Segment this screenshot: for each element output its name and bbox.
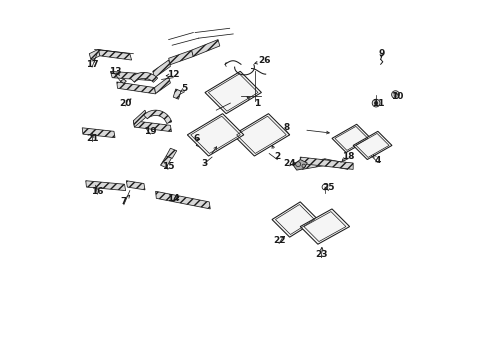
Polygon shape	[233, 114, 289, 156]
Text: 17: 17	[85, 60, 98, 69]
Polygon shape	[187, 114, 244, 156]
Polygon shape	[155, 191, 210, 209]
Polygon shape	[324, 159, 347, 170]
Text: 19: 19	[143, 127, 156, 136]
Polygon shape	[300, 209, 349, 244]
Text: 6: 6	[193, 134, 199, 143]
Polygon shape	[204, 71, 261, 114]
Text: 1: 1	[253, 99, 260, 108]
Polygon shape	[154, 77, 170, 94]
Polygon shape	[133, 110, 146, 127]
Text: 24: 24	[283, 158, 295, 167]
Polygon shape	[293, 159, 306, 170]
Polygon shape	[98, 49, 131, 60]
Polygon shape	[166, 148, 176, 158]
Text: 13: 13	[108, 67, 121, 76]
Polygon shape	[331, 124, 370, 153]
Polygon shape	[133, 121, 171, 132]
Polygon shape	[126, 181, 145, 190]
Text: 22: 22	[272, 236, 285, 245]
Polygon shape	[110, 71, 151, 81]
Text: 7: 7	[121, 197, 127, 206]
Polygon shape	[82, 128, 115, 138]
Polygon shape	[117, 82, 155, 94]
Text: 3: 3	[202, 158, 208, 167]
Polygon shape	[143, 110, 171, 123]
Polygon shape	[191, 40, 219, 57]
Text: 20: 20	[119, 99, 132, 108]
Text: 21: 21	[86, 134, 98, 143]
Polygon shape	[89, 49, 100, 60]
Text: 12: 12	[166, 70, 179, 79]
Text: 4: 4	[374, 156, 380, 165]
Polygon shape	[152, 60, 170, 78]
Polygon shape	[300, 159, 326, 170]
Text: 25: 25	[322, 183, 334, 192]
Text: 14: 14	[166, 194, 179, 203]
Circle shape	[371, 99, 379, 107]
Text: 15: 15	[162, 162, 174, 171]
Polygon shape	[196, 138, 206, 148]
Polygon shape	[160, 156, 171, 168]
Polygon shape	[300, 157, 352, 170]
Polygon shape	[120, 79, 126, 83]
Text: 16: 16	[91, 187, 103, 196]
Polygon shape	[352, 131, 391, 159]
Circle shape	[391, 91, 399, 99]
Text: 5: 5	[181, 85, 187, 94]
Text: 11: 11	[371, 99, 383, 108]
Polygon shape	[271, 202, 317, 237]
Text: 23: 23	[314, 250, 327, 259]
Circle shape	[374, 101, 377, 105]
Polygon shape	[173, 89, 181, 99]
Polygon shape	[130, 72, 157, 82]
Polygon shape	[85, 181, 125, 190]
Text: 18: 18	[341, 152, 353, 161]
Text: 10: 10	[390, 91, 403, 100]
Text: 8: 8	[283, 123, 289, 132]
Text: 9: 9	[377, 49, 384, 58]
Polygon shape	[168, 50, 193, 65]
Text: 2: 2	[274, 152, 280, 161]
Text: 26: 26	[258, 56, 271, 65]
